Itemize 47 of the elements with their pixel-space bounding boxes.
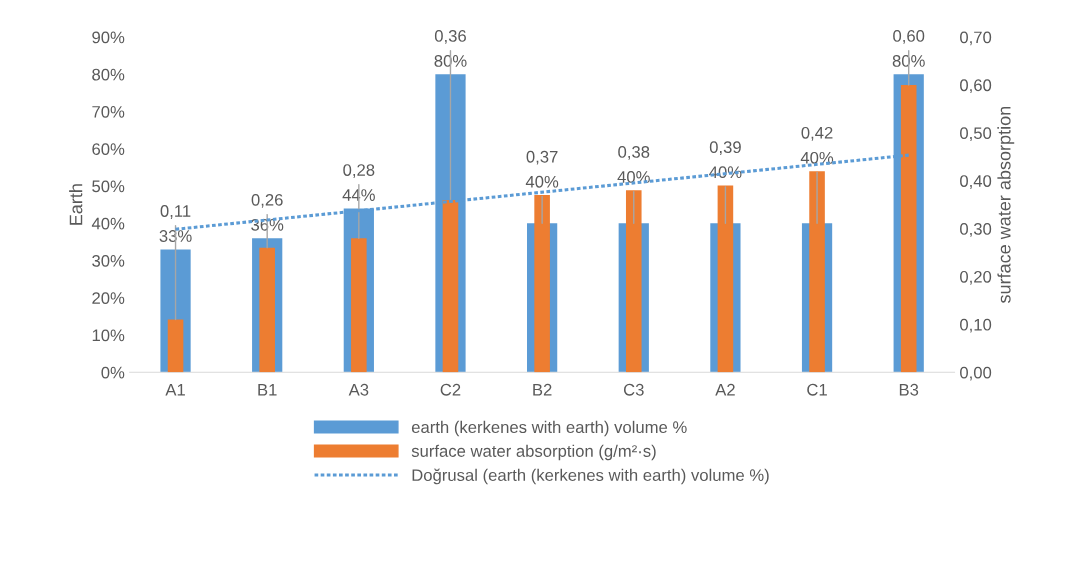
- y-tick-label: 30%: [92, 254, 125, 267]
- y-tick-label: 50%: [92, 180, 125, 193]
- y2-axis-title: surface water absorption: [997, 106, 1015, 304]
- data-label: 40%: [800, 151, 834, 164]
- data-label: 0,28: [343, 164, 375, 178]
- data-label: 40%: [617, 171, 650, 183]
- x-tick-label: C2: [440, 383, 461, 396]
- bar: [167, 319, 184, 373]
- legend-label: surface water absorption (g/m²·s): [411, 444, 656, 461]
- data-label: 44%: [342, 189, 375, 201]
- y-tick-label: 60%: [92, 143, 125, 156]
- y-tick-label: 20%: [92, 292, 125, 304]
- x-tick-label: A3: [348, 383, 369, 396]
- y-tick-label: 0%: [101, 366, 125, 379]
- x-tick-label: B3: [899, 383, 919, 396]
- bar: [442, 199, 459, 373]
- legend-label: Doğrusal (earth (kerkenes with earth) volume %): [412, 468, 769, 485]
- y2-tick-label: 0,00: [960, 366, 992, 381]
- x-tick-label: C1: [807, 383, 827, 396]
- data-label: 0,39: [709, 141, 741, 156]
- data-label: 0,11: [160, 205, 191, 219]
- y-tick-label: 90%: [92, 31, 125, 44]
- x-tick-label: A2: [715, 383, 735, 396]
- data-label: 0,26: [251, 193, 283, 208]
- data-label: 0,37: [526, 150, 558, 165]
- data-label: 0,38: [618, 146, 650, 160]
- data-label: 0,42: [801, 126, 833, 141]
- y2-tick-label: 0,60: [960, 79, 992, 94]
- x-tick-label: C3: [623, 383, 644, 396]
- y-axis-title: Earth: [69, 184, 83, 225]
- y-tick-label: 40%: [91, 217, 125, 230]
- legend-label: earth (kerkenes with earth) volume %: [411, 420, 687, 437]
- y2-tick-label: 0,10: [960, 318, 992, 333]
- data-label: 40%: [525, 175, 559, 188]
- x-tick-label: B1: [258, 384, 277, 396]
- y-tick-label: 80%: [92, 68, 125, 81]
- x-tick-label: B2: [533, 383, 552, 396]
- y2-tick-label: 0,50: [960, 127, 992, 142]
- data-label: 0,60: [893, 30, 925, 44]
- y2-tick-label: 0,30: [960, 223, 992, 237]
- y-tick-label: 70%: [92, 105, 125, 118]
- x-tick-label: A1: [165, 384, 185, 396]
- y2-tick-label: 0,20: [960, 270, 992, 285]
- y-tick-label: 10%: [92, 329, 125, 342]
- data-label: 0,36: [434, 30, 466, 44]
- y2-tick-label: 0,40: [960, 175, 992, 189]
- y2-tick-label: 0,70: [960, 31, 992, 46]
